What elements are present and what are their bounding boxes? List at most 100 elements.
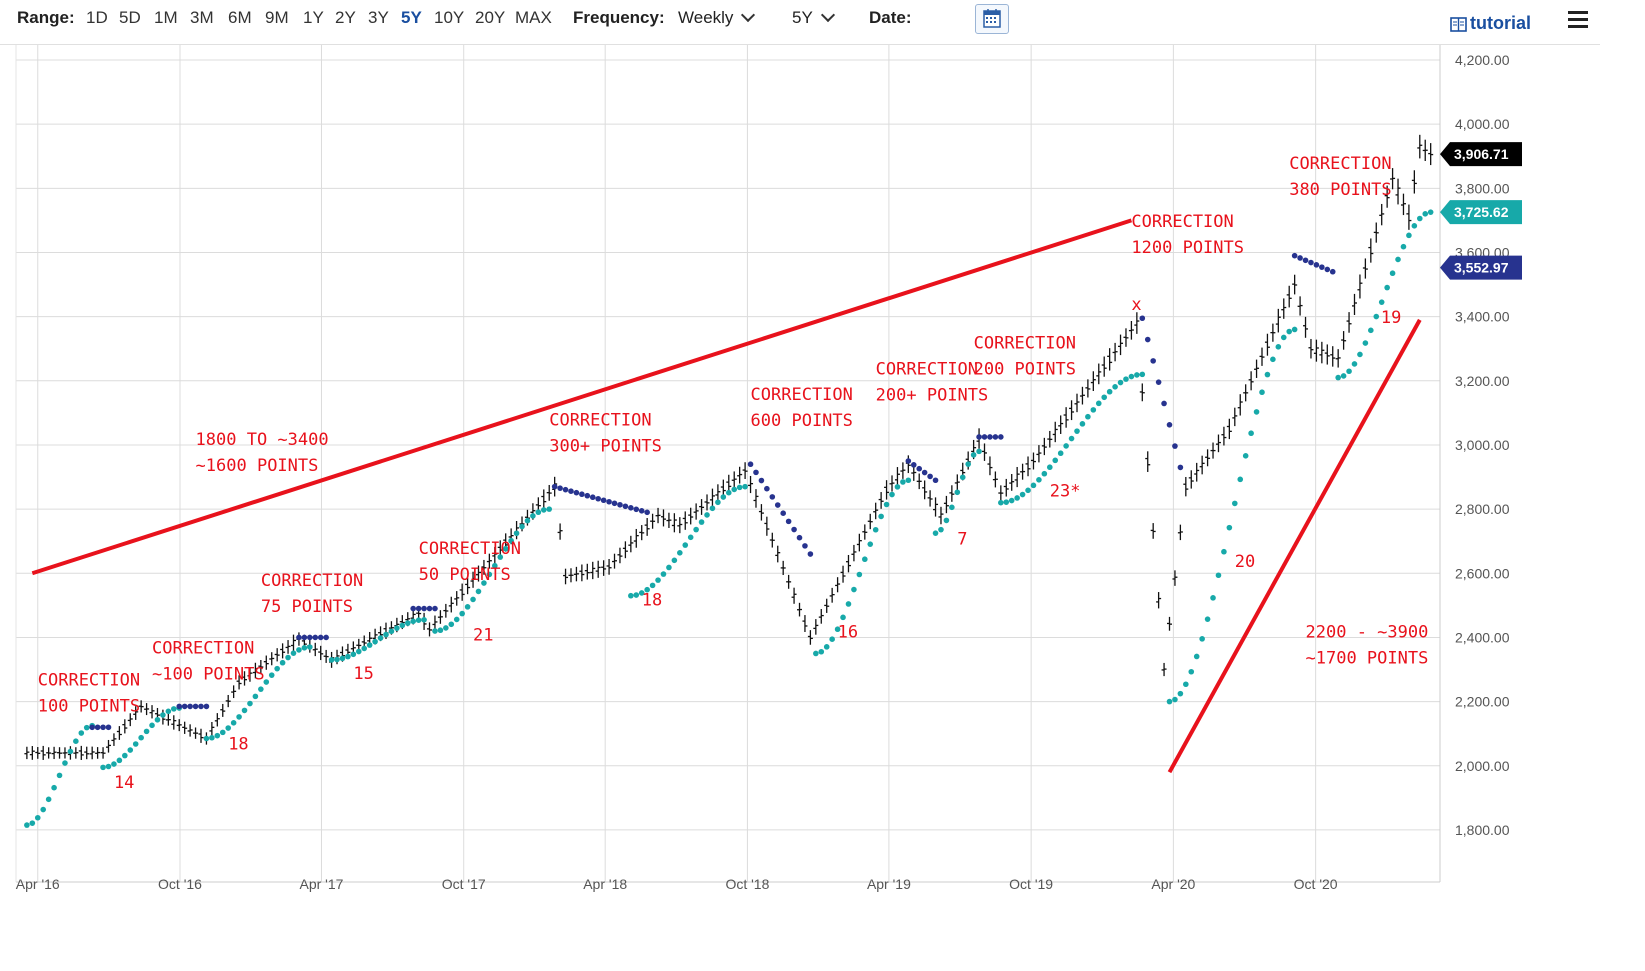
price-badge (1440, 255, 1522, 280)
support-dot (45, 796, 52, 803)
annotation-text: CORRECTION (974, 334, 1076, 354)
support-dot (1068, 435, 1075, 442)
resistance-dot (600, 497, 607, 504)
resistance-dot (764, 485, 770, 492)
date-picker-button[interactable] (975, 4, 1009, 34)
annotation-text: 75 POINTS (261, 597, 353, 617)
support-dot (1373, 313, 1380, 320)
resistance-dot (579, 491, 585, 498)
support-dot (165, 708, 172, 715)
support-dot (682, 542, 689, 548)
range-5d-button[interactable]: 5D (119, 8, 141, 27)
range-1m-button[interactable]: 1M (154, 8, 178, 27)
support-dot (715, 499, 721, 506)
price-badge (1440, 200, 1522, 225)
support-dot (492, 562, 498, 569)
support-dot (443, 625, 449, 631)
range-2y-button[interactable]: 2Y (335, 8, 356, 27)
annotation-text: 16 (838, 622, 858, 642)
resistance-dot (1166, 421, 1173, 428)
support-dot (660, 571, 667, 577)
support-dot (1411, 223, 1418, 229)
support-dot (742, 483, 748, 490)
range-5y-button[interactable]: 5Y (401, 8, 422, 27)
support-dot (470, 596, 476, 603)
period-value: 5Y (792, 8, 813, 27)
price-badge-label: 3,552.97 (1454, 260, 1509, 276)
resistance-dot (747, 461, 754, 468)
menu-icon[interactable] (1568, 11, 1588, 29)
resistance-dot (910, 462, 917, 468)
support-dot (296, 647, 302, 653)
support-dot (1134, 372, 1140, 378)
support-dot (132, 741, 139, 747)
support-dot (1362, 340, 1369, 346)
support-dot (1384, 284, 1390, 291)
support-dot (24, 822, 30, 828)
support-dot (813, 650, 819, 657)
resistance-dot (584, 492, 591, 499)
support-dot (67, 748, 74, 755)
range-20y-button[interactable]: 20Y (475, 8, 506, 27)
period-select[interactable]: 5Y (792, 7, 835, 28)
support-dot (34, 814, 41, 821)
range-3m-button[interactable]: 3M (190, 8, 214, 27)
support-dot (628, 592, 634, 599)
y-tick-label: 2,400.00 (1455, 629, 1510, 645)
support-dot (671, 557, 678, 564)
support-dot (1427, 209, 1434, 215)
resistance-dot (622, 503, 629, 510)
support-dot (1335, 374, 1341, 381)
annotation-text: 100 POINTS (38, 697, 140, 717)
support-dot (170, 706, 177, 712)
support-dot (307, 644, 313, 650)
support-dot (290, 650, 297, 656)
support-dot (453, 616, 460, 623)
support-dot (1090, 407, 1097, 413)
support-dot (1242, 453, 1249, 459)
support-dot (279, 659, 286, 666)
support-dot (1063, 443, 1069, 449)
support-dot (111, 761, 117, 767)
resistance-dot (317, 634, 324, 641)
range-max-button[interactable]: MAX (515, 8, 552, 27)
support-dot (29, 820, 36, 826)
support-dot (225, 725, 232, 731)
annotation-text: 19 (1381, 308, 1401, 328)
resistance-dot (432, 605, 438, 612)
support-dot (894, 484, 901, 490)
range-10y-button[interactable]: 10Y (434, 8, 465, 27)
support-dot (856, 571, 863, 578)
resistance-dot (611, 500, 618, 507)
support-dot (1226, 524, 1233, 531)
support-dot (122, 752, 128, 759)
support-dot (524, 517, 531, 524)
frequency-select[interactable]: Weekly (678, 7, 756, 28)
support-dot (1019, 491, 1026, 498)
range-3y-button[interactable]: 3Y (368, 8, 389, 27)
support-dot (1204, 616, 1211, 622)
range-9m-button[interactable]: 9M (265, 8, 289, 27)
resistance-dot (187, 703, 193, 710)
support-dot (1275, 344, 1282, 350)
range-1d-button[interactable]: 1D (86, 8, 108, 27)
range-1y-button[interactable]: 1Y (303, 8, 324, 27)
tutorial-link[interactable]: tutorial (1470, 13, 1531, 33)
support-dot (263, 679, 270, 685)
resistance-dot (987, 434, 993, 440)
resistance-dot (932, 477, 939, 484)
support-dot (1253, 409, 1260, 415)
range-6m-button[interactable]: 6M (228, 8, 252, 27)
resistance-dot (415, 605, 422, 612)
date-label: Date: (869, 8, 912, 27)
support-dot (1057, 450, 1064, 457)
resistance-dot (589, 494, 596, 501)
x-tick-label: Oct '16 (158, 876, 202, 892)
support-dot (535, 509, 542, 516)
resistance-dot (89, 724, 95, 731)
support-dot (687, 534, 694, 541)
support-dot (867, 541, 874, 547)
range-label: Range: (17, 8, 75, 27)
support-dot (965, 461, 971, 467)
support-dot (404, 620, 411, 626)
